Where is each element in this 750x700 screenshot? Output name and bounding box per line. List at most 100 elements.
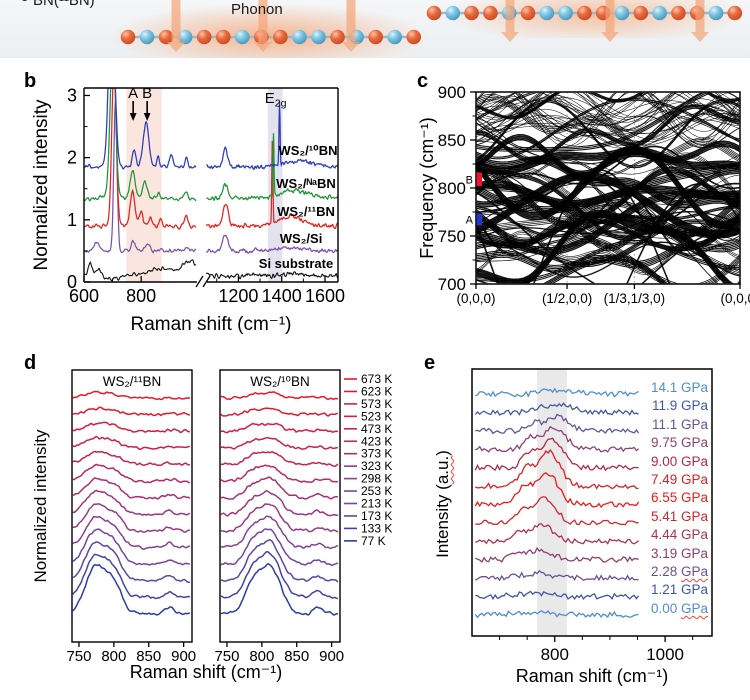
phonon-branch <box>476 107 740 163</box>
phonon-branch <box>476 181 719 284</box>
phonon-branch <box>476 193 740 252</box>
series-label: WS₂/¹¹BN <box>277 204 335 219</box>
spectrum-curve <box>474 610 639 619</box>
d-subpanel-title-10bn: WS₂/¹⁰BN <box>250 374 309 389</box>
phonon-branch <box>476 240 740 267</box>
spectrum-curve <box>220 489 338 517</box>
nitrogen-atom <box>652 5 667 21</box>
spectrum-curve <box>475 413 640 435</box>
mode-marker-label: B <box>466 174 473 186</box>
pressure-label: 9.75 GPa <box>650 435 708 451</box>
pressure-label: 0.00 GPa <box>650 600 708 616</box>
c-y-axis-title: Frequency (cm⁻¹) <box>417 117 437 259</box>
d-x-axis-title: Raman shift (cm⁻¹) <box>130 662 283 682</box>
spectrum-curve <box>474 437 639 472</box>
phonon-branch <box>476 191 740 251</box>
phonon-branch <box>476 92 740 139</box>
e-y-axis-title: Intensity (a.u.) <box>433 394 453 614</box>
e-x-tick-label: 1000 <box>646 645 684 664</box>
phonon-branch <box>476 147 740 225</box>
b-y-tick-label: 2 <box>67 148 77 168</box>
mode-annotation: B <box>142 85 152 102</box>
mode-annotation: A <box>128 85 138 102</box>
spectrum-curve <box>475 523 639 545</box>
mode-marker-label: A <box>466 215 474 227</box>
phonon-branch <box>476 183 740 284</box>
b-y-tick-label: 3 <box>67 85 77 105</box>
d-x-tick-label: 850 <box>136 648 161 665</box>
phonon-branch <box>533 169 671 284</box>
spectrum-curve <box>220 538 339 583</box>
series-label: WS₂/Si <box>280 231 323 246</box>
phonon-branch <box>476 178 740 239</box>
nitrogen-atom <box>387 29 403 45</box>
spectrum-curve <box>72 435 191 451</box>
phonon-branch <box>476 92 740 141</box>
phonon-arrow-icon <box>691 0 709 42</box>
phonon-arrow-icon <box>342 0 360 52</box>
e-x-tick-label: 800 <box>541 645 569 664</box>
c-y-tick-label: 750 <box>438 227 466 246</box>
spectrum-curve <box>475 448 639 490</box>
nitrogen-atom <box>311 29 326 45</box>
spectrum-curve <box>220 550 339 600</box>
panel-letter-e: e <box>424 352 436 374</box>
spectrum-curve <box>72 563 191 616</box>
pressure-label: 4.44 GPa <box>650 527 708 543</box>
spectrum-curve <box>205 140 338 230</box>
spectrum-curve <box>220 450 339 467</box>
phonon-branch <box>476 176 740 237</box>
nitrogen-atom <box>139 29 155 45</box>
phonon-branch <box>476 173 740 234</box>
panel-a-schematic: ¹⁰BN(¹¹BN) Phonon <box>0 0 750 58</box>
pressure-label: 2.28 GPa <box>650 564 708 579</box>
mode-marker <box>476 213 482 226</box>
d-y-axis-title: Normalized intensity <box>31 429 50 583</box>
phonon-branch <box>476 96 740 136</box>
nitrogen-atom <box>292 29 307 45</box>
panel-letter-b: b <box>24 70 37 92</box>
legend-temperature-label: 623 K <box>361 384 392 398</box>
spectrum-curve <box>72 528 191 566</box>
series-label: Si substrate <box>259 256 333 271</box>
spectrum-curve <box>475 546 639 564</box>
phonon-branch <box>476 150 740 172</box>
c-y-tick-label: 800 <box>438 179 466 198</box>
pressure-label: 11.9 GPa <box>651 398 708 414</box>
boron-atom <box>671 5 686 21</box>
pressure-label: 7.49 GPa <box>650 472 708 487</box>
highlight-band <box>537 370 567 635</box>
d-x-tick-label: 900 <box>319 648 344 665</box>
spectrum-curve <box>72 450 190 467</box>
spectrum-curve <box>72 489 191 516</box>
spectrum-curve <box>84 100 196 254</box>
phonon-branch <box>476 92 740 140</box>
b-y-tick-label: 0 <box>67 272 77 292</box>
phonon-branch <box>476 92 740 118</box>
d-x-tick-label: 900 <box>171 648 196 665</box>
legend-temperature-label: 673 K <box>361 372 392 386</box>
spectrum-curve <box>84 88 197 202</box>
series-label: WS₂/¹⁰BN <box>278 143 337 158</box>
panel-letter-c: c <box>417 70 429 92</box>
spectrum-curve <box>220 515 339 550</box>
b-y-axis-title: Normalized intensity <box>31 99 52 271</box>
panel-letter-d: d <box>24 352 37 374</box>
boron-atom <box>215 29 231 45</box>
phonon-branch <box>476 95 740 138</box>
phonon-branch <box>476 172 740 241</box>
e-x-axis-title: Raman shift (cm⁻¹) <box>516 666 669 686</box>
phonon-arrow-icon <box>501 0 519 42</box>
panel-e-pressure-chart: 800 1000 Raman shift (cm⁻¹) <box>471 368 713 686</box>
c-x-tick-label: (1/3,1/3,0) <box>604 291 666 306</box>
phonon-branch <box>476 108 740 146</box>
phonon-label: Phonon <box>231 1 283 18</box>
spectrum-curve <box>72 463 191 484</box>
annotation-arrow-icon <box>129 113 137 121</box>
spectrum-curve <box>72 406 191 417</box>
phonon-branch <box>546 256 740 284</box>
d-x-tick-label: 750 <box>214 648 239 665</box>
phonon-arrow-icon <box>167 0 185 52</box>
spectrum-curve <box>475 590 640 601</box>
